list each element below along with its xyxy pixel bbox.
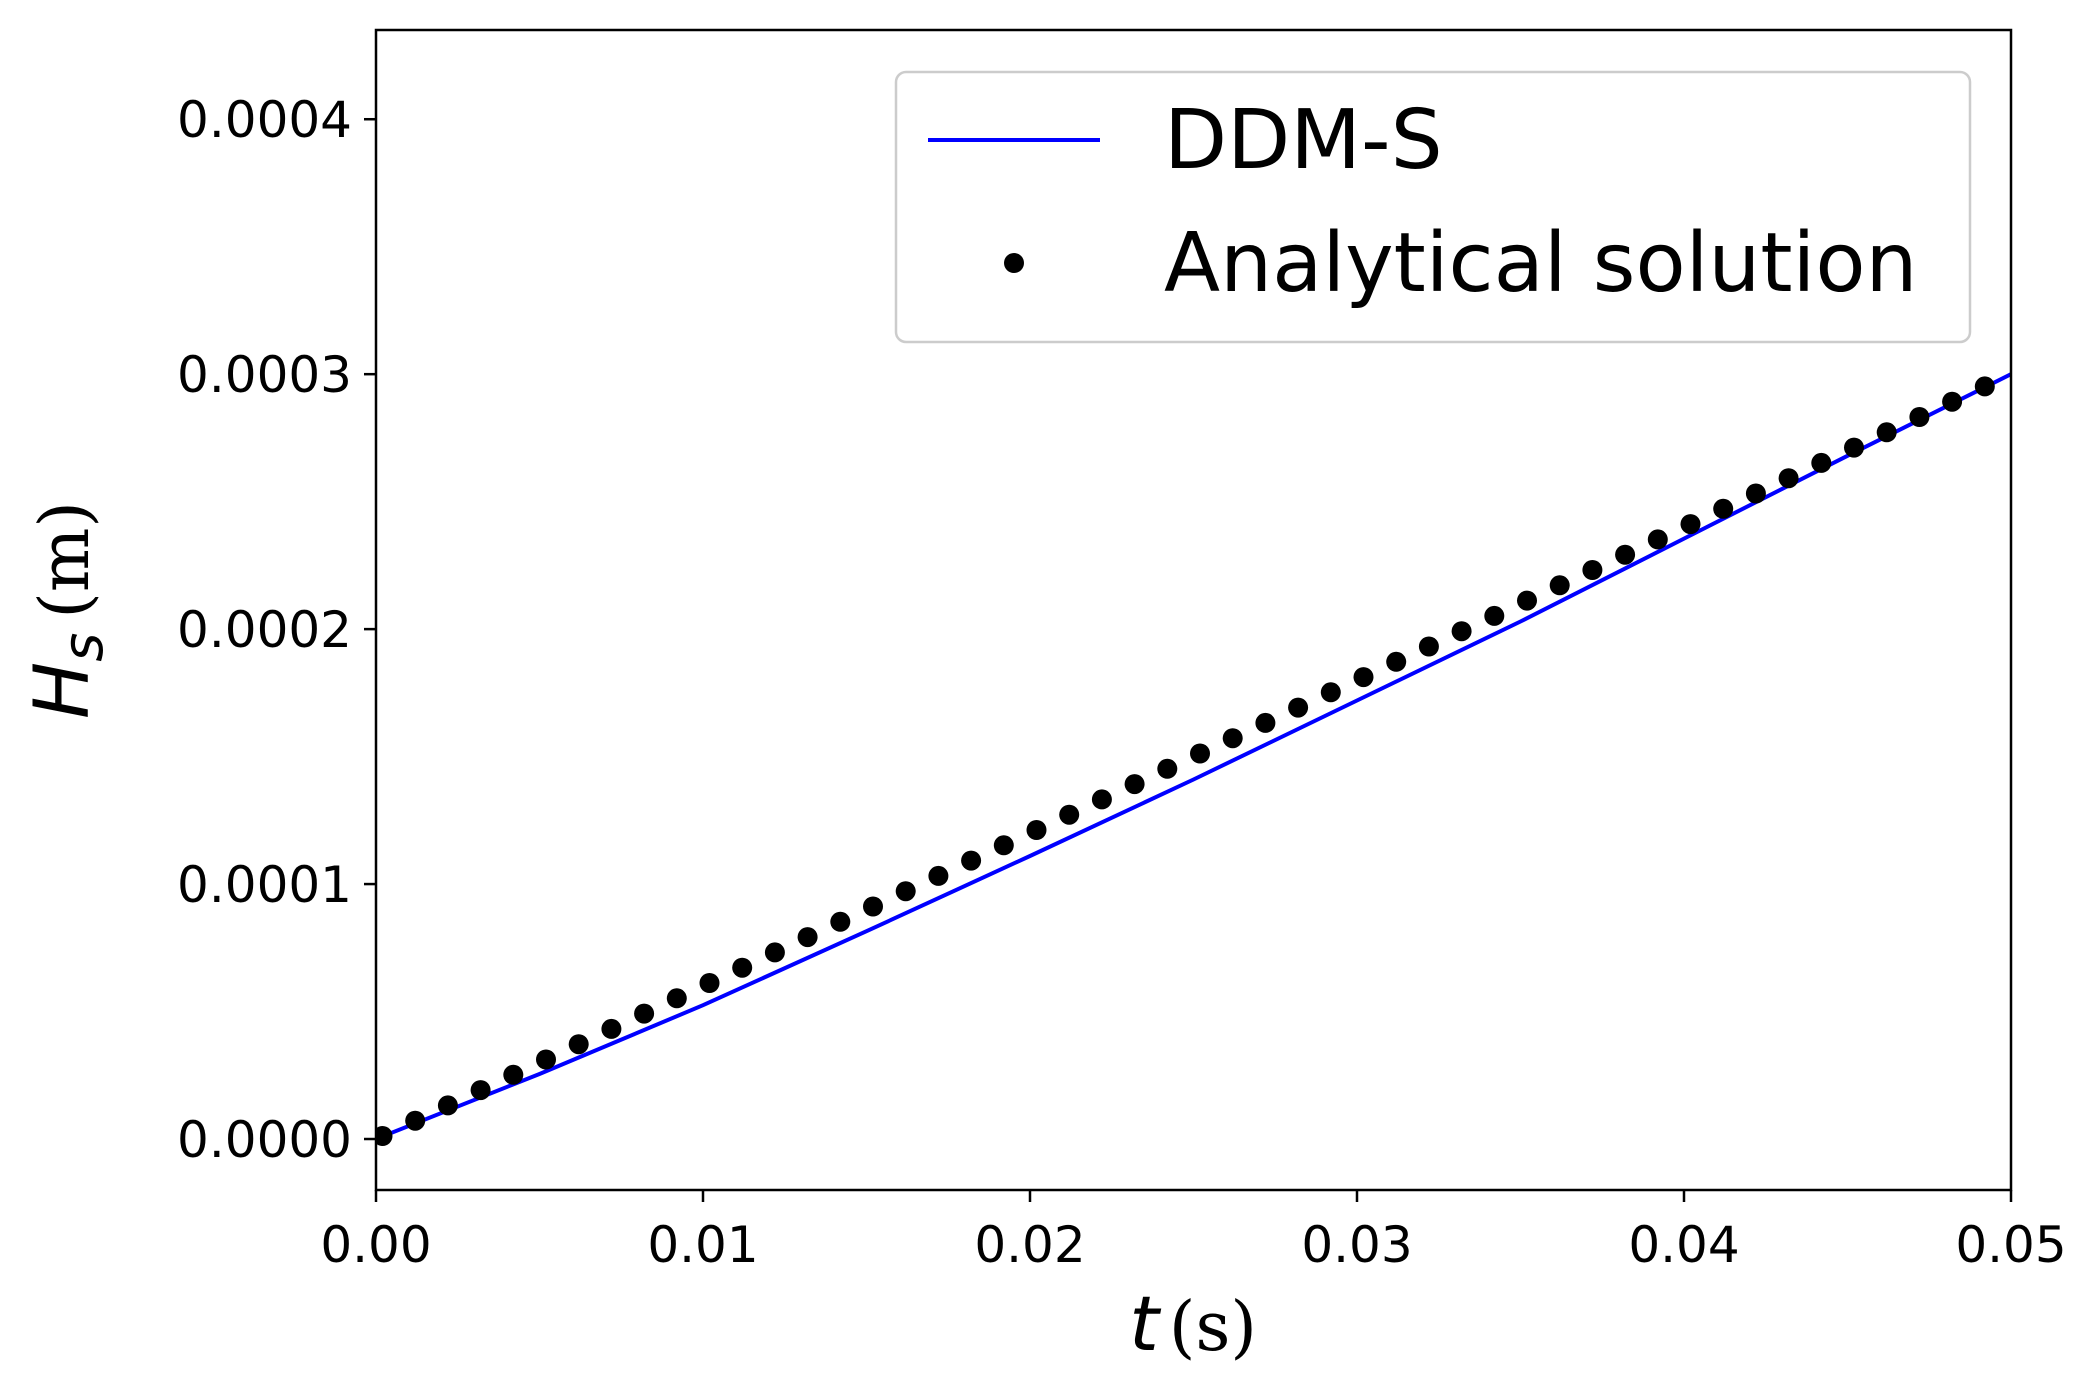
data-point — [1190, 743, 1210, 764]
data-point — [1778, 468, 1799, 489]
data-point — [1909, 407, 1930, 427]
data-point — [993, 835, 1014, 856]
series-ddm-s — [376, 372, 2011, 1141]
data-point — [928, 865, 949, 886]
data-point — [1026, 820, 1047, 840]
y-tick-label: 0.0000 — [177, 1111, 352, 1169]
data-point — [699, 973, 720, 993]
data-point — [1484, 605, 1505, 626]
data-point — [1713, 498, 1734, 519]
x-axis-unit: (s) — [1169, 1288, 1257, 1367]
x-axis-label: t (s) — [1129, 1279, 1257, 1368]
data-point — [1124, 774, 1145, 795]
data-point — [895, 881, 916, 902]
data-point — [470, 1080, 491, 1101]
data-point — [1386, 651, 1407, 672]
data-point — [405, 1110, 426, 1131]
data-point — [376, 1126, 393, 1146]
y-axis: 0.0000 0.0001 0.0002 0.0003 0.0004 — [177, 91, 376, 1169]
data-point — [503, 1064, 524, 1085]
data-point — [1615, 544, 1636, 565]
legend: DDM-S Analytical solution — [894, 70, 1972, 344]
data-point — [568, 1034, 589, 1055]
data-point — [732, 957, 753, 978]
legend-label-ddm-s: DDM-S — [1164, 93, 1443, 188]
data-point — [1517, 590, 1537, 611]
data-point — [1844, 437, 1864, 458]
series-line-ddm-s — [376, 372, 2011, 1141]
data-point — [1288, 697, 1309, 718]
data-point — [1974, 376, 1995, 397]
data-point — [1059, 804, 1080, 825]
y-tick-label: 0.0004 — [177, 91, 352, 149]
plot-frame — [374, 28, 2013, 1192]
series-analytical-solution — [376, 376, 1995, 1146]
x-tick-label: 0.01 — [647, 1216, 758, 1274]
y-axis-subscript: s — [51, 633, 116, 662]
data-point — [863, 896, 883, 917]
y-tick-label: 0.0001 — [177, 856, 352, 914]
data-point — [1157, 758, 1178, 779]
data-point — [1745, 483, 1766, 504]
x-tick-label: 0.00 — [320, 1216, 431, 1274]
y-axis-symbol: H — [17, 662, 106, 719]
y-axis-unit: (m) — [26, 501, 105, 619]
y-tick-label: 0.0002 — [177, 601, 352, 659]
data-point — [764, 942, 785, 963]
data-point — [797, 927, 818, 948]
data-point — [830, 911, 851, 932]
data-point — [1418, 636, 1439, 657]
legend-label-analytical-solution: Analytical solution — [1164, 216, 1917, 311]
data-point — [437, 1095, 458, 1116]
data-point — [1549, 575, 1570, 596]
data-point — [601, 1018, 622, 1039]
x-tick-label: 0.05 — [1955, 1216, 2066, 1274]
data-point — [1647, 529, 1668, 550]
data-point — [1582, 560, 1603, 580]
data-point — [1451, 621, 1472, 642]
data-point — [1320, 682, 1341, 703]
data-point — [1876, 422, 1897, 443]
data-point — [1255, 712, 1276, 733]
x-tick-label: 0.02 — [974, 1216, 1085, 1274]
data-point — [1091, 789, 1112, 810]
x-tick-label: 0.03 — [1301, 1216, 1412, 1274]
y-axis-label: Hs (m) — [17, 501, 116, 719]
data-point — [1811, 452, 1832, 473]
plot-area — [376, 372, 2011, 1146]
x-axis-symbol: t — [1129, 1279, 1162, 1368]
data-point — [1942, 391, 1963, 412]
data-point — [1222, 728, 1243, 749]
data-point — [536, 1049, 556, 1070]
data-point — [961, 850, 982, 871]
x-tick-label: 0.04 — [1628, 1216, 1739, 1274]
legend-box — [894, 70, 1972, 344]
data-point — [1680, 514, 1701, 535]
data-point — [666, 988, 687, 1009]
legend-marker-swatch — [1004, 253, 1024, 273]
x-axis: 0.00 0.01 0.02 0.03 0.04 0.05 — [320, 1190, 2067, 1274]
y-tick-label: 0.0003 — [177, 346, 352, 404]
data-point — [634, 1003, 655, 1024]
data-point — [1353, 667, 1374, 688]
